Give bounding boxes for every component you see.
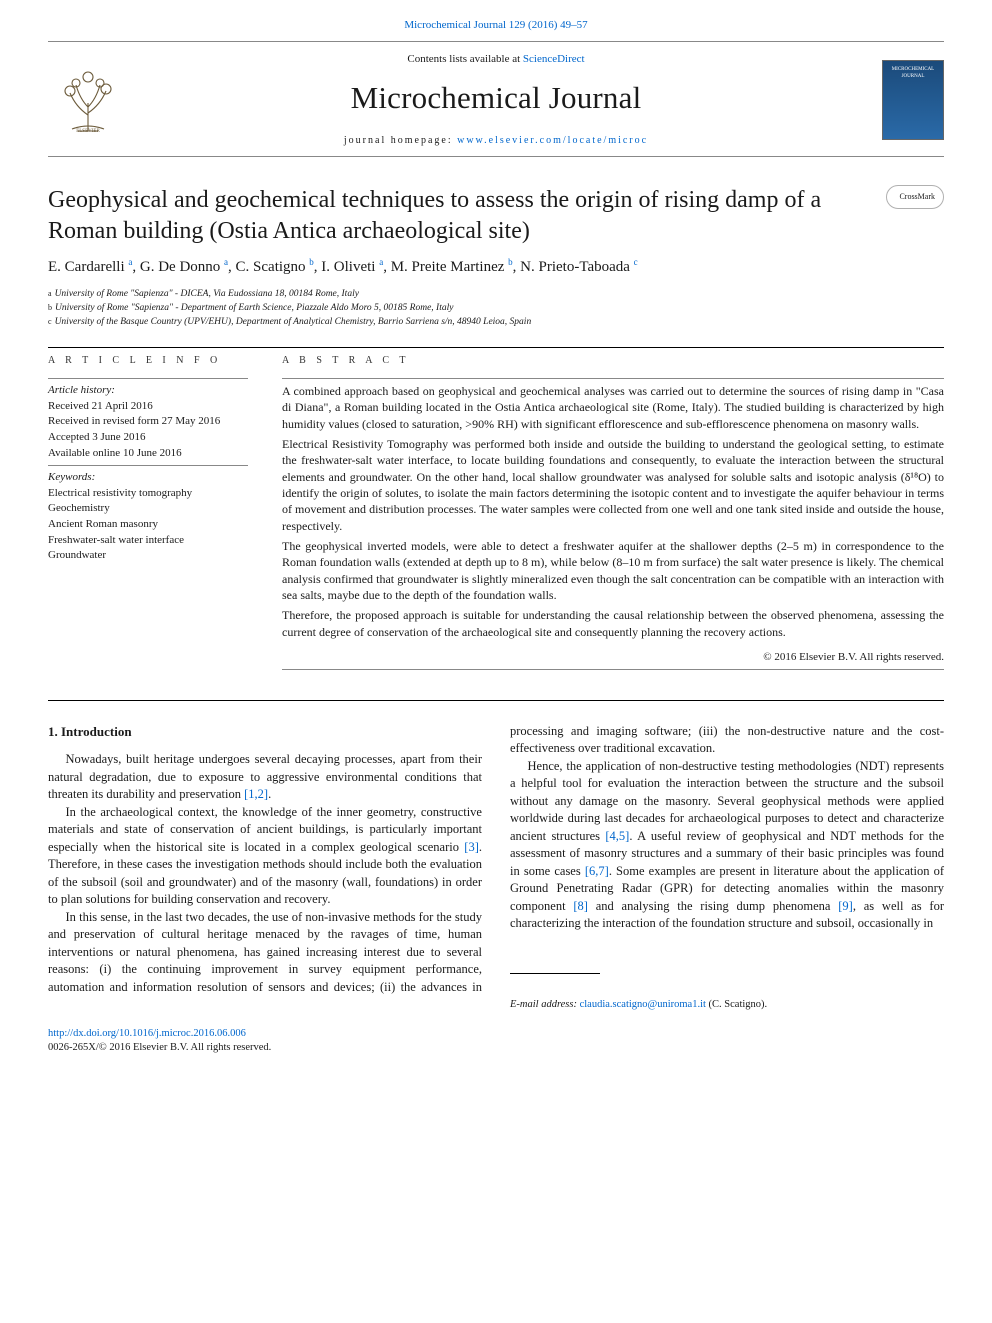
abstract-paragraph: A combined approach based on geophysical… xyxy=(282,383,944,432)
article-info-heading: A R T I C L E I N F O xyxy=(48,354,248,368)
citation-ref[interactable]: [6,7] xyxy=(585,864,609,878)
contents-prefix: Contents lists available at xyxy=(407,53,522,65)
affiliation-list: aUniversity of Rome "Sapienza" - DICEA, … xyxy=(48,288,944,329)
corresponding-email: E-mail address: claudia.scatigno@uniroma… xyxy=(510,998,944,1013)
elsevier-tree-icon: ELSEVIER xyxy=(57,63,119,138)
citation-ref[interactable]: [3] xyxy=(464,840,479,854)
journal-masthead: ELSEVIER Contents lists available at Sci… xyxy=(48,41,944,157)
email-person: (C. Scatigno). xyxy=(706,999,767,1010)
journal-cover-thumbnail: MICROCHEMICAL JOURNAL xyxy=(882,60,944,140)
citation-ref[interactable]: [4,5] xyxy=(605,829,629,843)
author-list: E. Cardarelli a, G. De Donno a, C. Scati… xyxy=(48,256,944,278)
contents-available-line: Contents lists available at ScienceDirec… xyxy=(128,52,864,67)
section-title: Introduction xyxy=(61,724,132,739)
abstract-rule xyxy=(282,378,944,379)
abstract-paragraph: Therefore, the proposed approach is suit… xyxy=(282,607,944,640)
journal-homepage-line: journal homepage: www.elsevier.com/locat… xyxy=(128,134,864,148)
affiliation-b: bUniversity of Rome "Sapienza" - Departm… xyxy=(48,302,944,316)
author: E. Cardarelli a xyxy=(48,259,132,275)
body-paragraph: In the archaeological context, the knowl… xyxy=(48,804,482,909)
history-line: Received 21 April 2016 xyxy=(48,399,248,415)
history-line: Available online 10 June 2016 xyxy=(48,446,248,462)
issn-copyright: 0026-265X/© 2016 Elsevier B.V. All right… xyxy=(48,1042,271,1053)
divider-rule xyxy=(48,700,944,701)
abstract-heading: A B S T R A C T xyxy=(282,354,944,368)
citation-ref[interactable]: [1,2] xyxy=(244,787,268,801)
section-number: 1. xyxy=(48,724,58,739)
author-affil-link[interactable]: c xyxy=(634,257,638,267)
citation-link[interactable]: Microchemical Journal 129 (2016) 49–57 xyxy=(404,19,587,31)
info-rule xyxy=(48,378,248,379)
keyword: Ancient Roman masonry xyxy=(48,517,248,533)
publisher-logo: ELSEVIER xyxy=(48,63,128,138)
author: C. Scatigno b xyxy=(236,259,314,275)
journal-homepage-link[interactable]: www.elsevier.com/locate/microc xyxy=(457,135,648,146)
sciencedirect-link[interactable]: ScienceDirect xyxy=(523,53,585,65)
abstract-paragraph: Electrical Resistivity Tomography was pe… xyxy=(282,436,944,534)
email-link[interactable]: claudia.scatigno@uniroma1.it xyxy=(580,999,706,1010)
journal-name: Microchemical Journal xyxy=(128,77,864,120)
citation-ref[interactable]: [8] xyxy=(573,899,588,913)
author-affil-link[interactable]: a xyxy=(128,257,132,267)
body-paragraph: Nowadays, built heritage undergoes sever… xyxy=(48,751,482,804)
history-label: Article history: xyxy=(48,383,248,399)
homepage-prefix: journal homepage: xyxy=(344,135,457,146)
article-title: Geophysical and geochemical techniques t… xyxy=(48,185,886,246)
history-line: Received in revised form 27 May 2016 xyxy=(48,414,248,430)
abstract-paragraph: The geophysical inverted models, were ab… xyxy=(282,538,944,603)
author: I. Oliveti a xyxy=(321,259,383,275)
doi-block: http://dx.doi.org/10.1016/j.microc.2016.… xyxy=(48,1027,944,1056)
citation-ref[interactable]: [9] xyxy=(838,899,853,913)
author: G. De Donno a xyxy=(140,259,228,275)
keyword: Freshwater-salt water interface xyxy=(48,533,248,549)
doi-link[interactable]: http://dx.doi.org/10.1016/j.microc.2016.… xyxy=(48,1028,246,1039)
affiliation-c: cUniversity of the Basque Country (UPV/E… xyxy=(48,316,944,330)
author-affil-link[interactable]: b xyxy=(508,257,513,267)
keywords-label: Keywords: xyxy=(48,470,248,486)
keyword: Groundwater xyxy=(48,548,248,564)
article-info-column: A R T I C L E I N F O Article history: R… xyxy=(48,354,248,674)
crossmark-label: CrossMark xyxy=(899,191,935,202)
author: N. Prieto-Taboada c xyxy=(520,259,638,275)
citation-header: Microchemical Journal 129 (2016) 49–57 xyxy=(48,18,944,33)
abstract-copyright: © 2016 Elsevier B.V. All rights reserved… xyxy=(282,650,944,665)
abstract-rule-bottom xyxy=(282,669,944,670)
author: M. Preite Martinez b xyxy=(391,259,513,275)
author-affil-link[interactable]: a xyxy=(379,257,383,267)
email-label: E-mail address: xyxy=(510,999,580,1010)
history-line: Accepted 3 June 2016 xyxy=(48,430,248,446)
section-heading: 1. Introduction xyxy=(48,723,482,741)
keyword: Electrical resistivity tomography xyxy=(48,486,248,502)
author-affil-link[interactable]: b xyxy=(309,257,314,267)
divider-rule xyxy=(48,347,944,348)
keyword: Geochemistry xyxy=(48,501,248,517)
crossmark-badge[interactable]: CrossMark xyxy=(886,185,944,209)
article-body: 1. Introduction Nowadays, built heritage… xyxy=(48,723,944,1013)
footnote-rule xyxy=(510,973,600,974)
info-rule xyxy=(48,465,248,466)
article-history-block: Article history: Received 21 April 2016R… xyxy=(48,383,248,461)
affiliation-a: aUniversity of Rome "Sapienza" - DICEA, … xyxy=(48,288,944,302)
svg-text:ELSEVIER: ELSEVIER xyxy=(76,129,100,133)
author-affil-link[interactable]: a xyxy=(224,257,228,267)
abstract-column: A B S T R A C T A combined approach base… xyxy=(282,354,944,674)
body-paragraph: Hence, the application of non-destructiv… xyxy=(510,758,944,933)
keywords-block: Keywords: Electrical resistivity tomogra… xyxy=(48,470,248,564)
